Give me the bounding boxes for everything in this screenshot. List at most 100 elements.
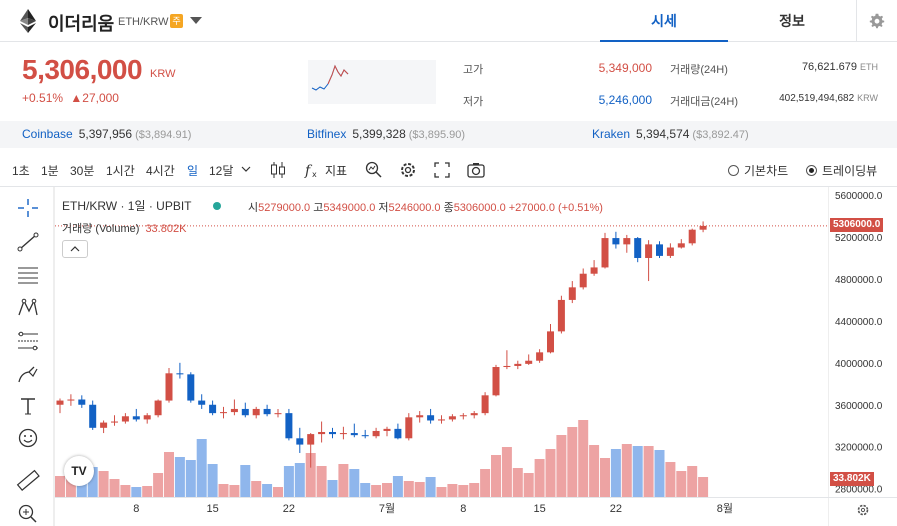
candle-body — [525, 360, 533, 364]
mode-basic-chart[interactable]: 기본차트 — [728, 162, 788, 179]
candle-body — [677, 243, 685, 248]
tradingview-logo[interactable]: TV — [64, 456, 94, 486]
volume-bar — [414, 482, 425, 497]
compare-search-icon[interactable] — [364, 160, 384, 180]
tab-info[interactable]: 정보 — [779, 13, 805, 29]
candle-body — [470, 413, 478, 416]
fibonacci-tool-icon[interactable] — [15, 330, 41, 352]
settings-button[interactable] — [856, 0, 897, 42]
exchange-price-bar: Coinbase 5,397,956 ($3,894.91) Bitfinex 5,3… — [0, 121, 897, 148]
change-amount: ▲27,000 — [70, 91, 119, 105]
gear-icon — [869, 13, 885, 29]
volume-bar — [567, 427, 578, 497]
svg-text:x: x — [312, 170, 317, 179]
volume-bar — [578, 420, 589, 497]
volume-bar — [294, 463, 305, 497]
radio-tradingview[interactable] — [806, 165, 817, 176]
candle-body — [579, 273, 587, 288]
exchange-name: Coinbase — [22, 127, 73, 141]
price-change: +0.51% ▲27,000 — [22, 91, 119, 105]
volume-bar — [120, 485, 131, 497]
low-value: 5246000.0 — [388, 202, 441, 214]
x-axis-tick-label: 8 — [133, 503, 139, 515]
candle-body — [492, 367, 500, 396]
x-axis-tick-label: 22 — [283, 503, 295, 515]
candlestick-type-icon[interactable] — [268, 160, 288, 180]
y-axis-tick-label: 3600000.0 — [835, 401, 883, 412]
candle-body — [372, 430, 380, 437]
mode-tradingview[interactable]: 트레이딩뷰 — [806, 162, 877, 179]
interval-1d[interactable]: 일 — [187, 164, 199, 178]
pattern-tool-icon[interactable] — [15, 297, 41, 319]
exchange-kraken: Kraken 5,394,574 ($3,892.47) — [592, 121, 749, 149]
change-value: +27000.0 (+0.51%) — [508, 202, 603, 214]
candle-body — [350, 433, 358, 436]
horizontal-lines-icon[interactable] — [15, 264, 41, 286]
volume-bar — [600, 458, 610, 497]
camera-snapshot-icon[interactable] — [466, 160, 486, 180]
price-unit: KRW — [150, 68, 176, 80]
candle-body — [514, 363, 522, 366]
open-label: 시 — [248, 202, 259, 214]
coin-select-dropdown-icon[interactable] — [190, 17, 202, 24]
interval-1m[interactable]: 1분 — [41, 164, 59, 178]
low-label: 저 — [378, 202, 389, 214]
candle-body — [656, 244, 663, 256]
candle-body — [121, 416, 129, 422]
volume-unit: ETH — [860, 62, 878, 72]
volume-bar — [196, 439, 207, 497]
brush-tool-icon[interactable] — [15, 363, 41, 385]
mini-price-chart — [308, 60, 436, 104]
volume-bar — [469, 483, 480, 497]
candle-body — [209, 404, 217, 414]
volume-bar — [305, 453, 316, 497]
volume-bar — [349, 469, 360, 497]
trend-line-icon[interactable] — [15, 231, 41, 253]
chart-settings-gear-icon[interactable] — [398, 160, 418, 180]
volume-bar — [251, 481, 262, 497]
interval-30m[interactable]: 30분 — [70, 164, 95, 178]
ohlc-legend: 시5279000.0 고5349000.0 저5246000.0 종530600… — [248, 199, 603, 215]
volume-bar — [185, 460, 196, 497]
current-price: 5,306,000 — [22, 54, 143, 85]
candle-body — [187, 374, 195, 401]
volume-bar — [632, 446, 643, 497]
candle-body — [154, 400, 162, 416]
candle-body — [699, 225, 707, 230]
candle-body — [329, 432, 336, 435]
mini-sparkline — [311, 64, 349, 91]
axis-settings-gear-icon[interactable] — [856, 503, 870, 517]
zoom-in-icon[interactable] — [15, 502, 41, 524]
volume-bar — [676, 471, 687, 497]
emoji-tool-icon[interactable] — [15, 427, 41, 449]
indicator-button[interactable]: 지표 — [325, 164, 348, 178]
interval-12mo[interactable]: 12달 — [209, 164, 234, 178]
volume-bar — [153, 473, 164, 497]
text-tool-icon[interactable] — [15, 395, 41, 417]
interval-4h[interactable]: 4시간 — [146, 164, 175, 178]
x-axis-tick-label: 7월 — [379, 502, 395, 515]
volume-bar — [534, 459, 545, 497]
high-value: 5349000.0 — [323, 202, 376, 214]
volume-value: 76,621.679 ETH — [740, 61, 878, 73]
crosshair-icon[interactable] — [15, 197, 41, 219]
x-axis-tick-label: 8월 — [717, 502, 733, 515]
change-rate: +0.51% — [22, 91, 64, 105]
exchange-value: 5,397,956 — [78, 127, 133, 141]
collapse-legend-button[interactable] — [62, 240, 88, 258]
radio-basic-chart[interactable] — [728, 165, 739, 176]
y-axis-tick-label: 5200000.0 — [835, 233, 883, 244]
ruler-measure-icon[interactable] — [15, 469, 41, 491]
indicator-fx-icon[interactable]: f x — [302, 160, 322, 180]
volume-bar — [371, 485, 382, 497]
volume-bar — [327, 480, 338, 497]
high-value: 5,349,000 — [598, 61, 652, 75]
candle-body — [132, 416, 140, 420]
chevron-down-icon[interactable] — [241, 164, 251, 174]
interval-1h[interactable]: 1시간 — [106, 164, 135, 178]
tab-market[interactable]: 시세 — [600, 0, 728, 42]
interval-1s[interactable]: 1초 — [12, 164, 30, 178]
candle-body — [612, 238, 620, 245]
turnover-number: 402,519,494,682 — [779, 93, 855, 104]
fullscreen-icon[interactable] — [432, 160, 452, 180]
